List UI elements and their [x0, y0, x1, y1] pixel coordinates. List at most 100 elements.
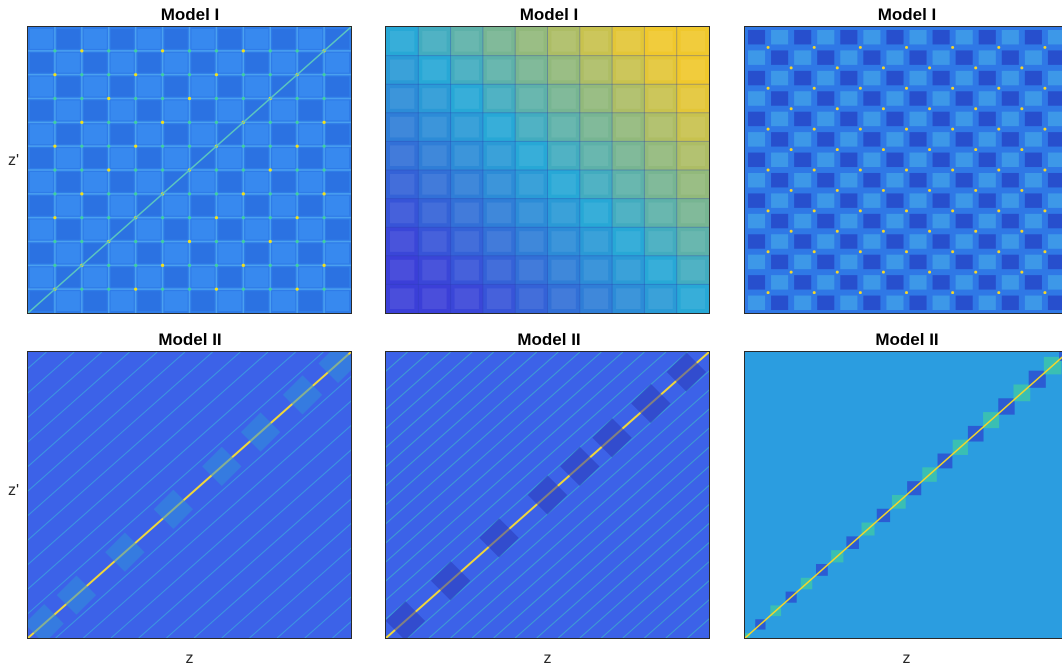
heatmap-cell [272, 52, 296, 73]
heatmap-cell [909, 275, 927, 290]
heatmap-cell [29, 243, 53, 264]
heatmap-cell [191, 243, 215, 264]
heatmap-cell [110, 52, 134, 73]
heatmap-hotspot [928, 188, 932, 192]
heatmap-cell-inner [519, 88, 544, 109]
heatmap-hotspot [905, 209, 908, 213]
heatmap-cell [886, 50, 904, 65]
heatmap-stripe [386, 352, 688, 620]
heatmap-cell [299, 100, 323, 121]
heatmap-cell [418, 112, 452, 142]
heatmap-hotspot [997, 291, 1001, 295]
heatmap-cell [1047, 254, 1062, 270]
heatmap-cell [932, 111, 950, 127]
heatmap-cell [515, 84, 548, 114]
heatmap-cell [747, 172, 766, 188]
heatmap-cell [326, 243, 350, 264]
heatmap-hotspot [268, 239, 272, 244]
heatmap-hotspot [107, 216, 111, 220]
heatmap-cell [794, 193, 812, 208]
heatmap-cell [245, 148, 269, 169]
heatmap-cell [886, 172, 904, 188]
heatmap-cell-inner [680, 30, 706, 52]
heatmap-cell-inner [519, 30, 544, 52]
heatmap-cell [817, 70, 835, 86]
heatmap-hotspot [322, 216, 326, 220]
heatmap-cell [218, 267, 242, 288]
heatmap-hotspot [974, 66, 978, 70]
heatmap-cell [932, 132, 950, 147]
heatmap-hotspot [905, 168, 908, 172]
heatmap-cell [245, 291, 269, 312]
heatmap-cell [771, 213, 789, 229]
heatmap-cell [1024, 29, 1042, 45]
heatmap-cell-inner [454, 145, 479, 167]
heatmap-cell [747, 254, 766, 270]
heatmap-stripe [138, 449, 351, 638]
heatmap-cell [386, 198, 419, 228]
heatmap-cell-inner [583, 259, 609, 281]
heatmap-cell [515, 198, 548, 228]
heatmap-cell [299, 28, 323, 49]
heatmap-cell [840, 29, 858, 45]
heatmap-cell-inner [616, 202, 641, 224]
heatmap-cell-inner [454, 30, 479, 52]
heatmap-cell [747, 275, 766, 290]
heatmap-cell-inner [519, 116, 544, 138]
heatmap-cell [909, 172, 927, 188]
heatmap-cell [644, 27, 678, 57]
heatmap-cell-inner [454, 202, 479, 224]
panel-5-xlabel: z [543, 650, 552, 667]
heatmap-cell [579, 27, 613, 57]
heatmap-cell [794, 111, 812, 127]
heatmap-cell [909, 91, 927, 106]
heatmap-cell [515, 55, 548, 85]
heatmap-cell [1001, 70, 1019, 86]
heatmap-hotspot [241, 192, 245, 196]
heatmap-cell-inner [616, 173, 641, 195]
heatmap-hotspot [295, 192, 299, 196]
heatmap-cell [299, 219, 323, 240]
heatmap-hotspot [905, 45, 908, 49]
heatmap-hotspot [1043, 45, 1047, 49]
heatmap-block [527, 475, 568, 515]
heatmap-hotspot [268, 287, 272, 291]
heatmap-cell [191, 195, 215, 216]
heatmap-cell [56, 148, 80, 169]
heatmap-hotspot [295, 96, 299, 101]
heatmap-cell [218, 195, 242, 216]
heatmap-hotspot [858, 127, 862, 131]
heatmap-cell [676, 55, 709, 85]
heatmap-cell [955, 275, 973, 290]
heatmap-cell [978, 70, 996, 86]
heatmap-cell [164, 124, 188, 145]
heatmap-cell-inner [680, 259, 706, 281]
heatmap-cell [137, 76, 161, 97]
heatmap-hotspot [789, 270, 793, 274]
heatmap-cell [579, 198, 613, 228]
heatmap-hotspot [858, 168, 862, 172]
heatmap-cell-inner [648, 231, 673, 252]
heatmap-cell [137, 267, 161, 288]
heatmap-cell [29, 76, 53, 97]
heatmap-cell [164, 52, 188, 73]
heatmap-cell [863, 295, 881, 311]
heatmap-cell [450, 284, 484, 313]
heatmap-cell [191, 28, 215, 49]
heatmap-cell [644, 255, 678, 285]
heatmap-cell-inner [551, 30, 576, 52]
heatmap-hotspot [53, 144, 57, 148]
heatmap-hotspot [766, 86, 770, 90]
heatmap-cell [676, 112, 709, 142]
heatmap-cell [110, 124, 134, 145]
heatmap-cell [612, 198, 645, 228]
heatmap-cell [547, 112, 581, 142]
heatmap-block [153, 489, 194, 529]
heatmap-cell [386, 284, 419, 313]
heatmap-hotspot [858, 209, 862, 213]
heatmap-hotspot [1020, 270, 1024, 274]
heatmap-hotspot [107, 120, 111, 124]
heatmap-cell [1024, 91, 1042, 106]
heatmap-cell-inner [583, 288, 609, 310]
heatmap-cell [817, 111, 835, 127]
